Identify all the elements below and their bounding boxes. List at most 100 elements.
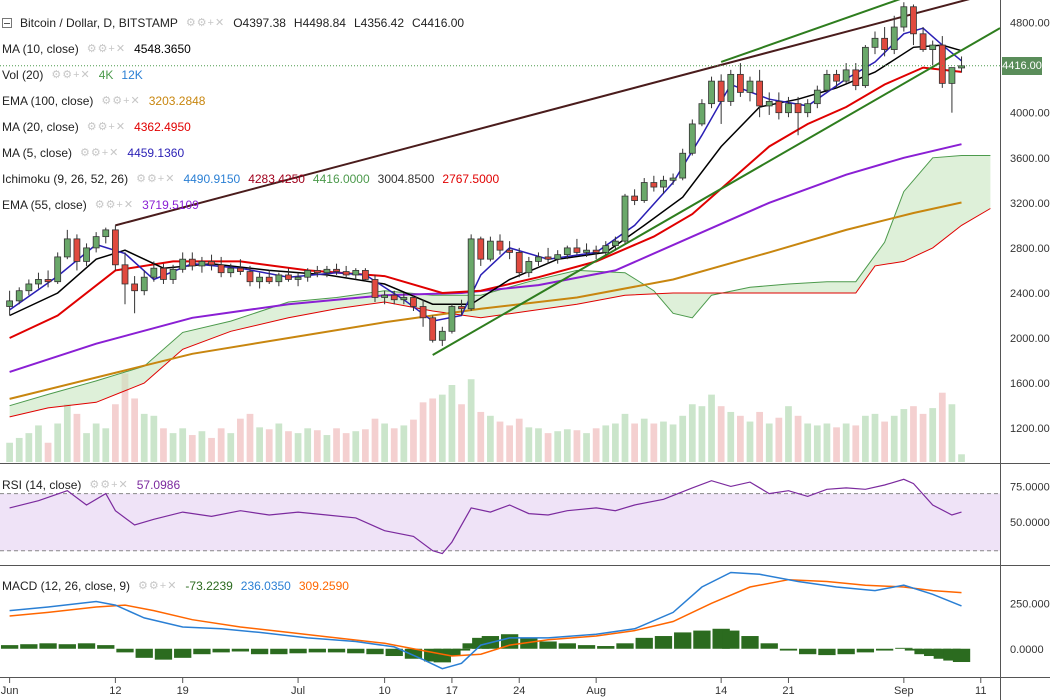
price-tick-label: 1200.00 xyxy=(1010,423,1050,435)
macd-histogram-bar xyxy=(760,643,778,649)
indicator-value: 3203.2848 xyxy=(148,94,206,108)
candle-body xyxy=(823,73,831,91)
candle-body xyxy=(698,103,706,125)
candle-body xyxy=(390,294,398,301)
indicator-controls-icon[interactable]: ⚙⚙+✕ xyxy=(94,199,135,211)
indicator-controls-icon[interactable]: ⚙⚙+✕ xyxy=(86,43,127,55)
volume-bar xyxy=(371,418,379,462)
candle-body xyxy=(63,238,71,258)
volume-bar xyxy=(131,398,138,462)
indicator-controls-icon[interactable]: ⚙⚙+✕ xyxy=(101,95,141,107)
open-value: O4397.38 xyxy=(233,16,286,30)
candle-body xyxy=(919,33,927,50)
candle-body xyxy=(227,267,235,274)
volume-bar xyxy=(544,433,552,462)
volume-bar xyxy=(121,373,129,462)
macd-histogram-bar xyxy=(654,636,673,649)
volume-bar xyxy=(179,428,187,462)
volume-bar xyxy=(140,413,148,462)
macd-histogram-bar xyxy=(327,648,346,653)
volume-bar xyxy=(881,421,888,462)
macd-histogram-bar xyxy=(856,648,875,653)
candle-body xyxy=(362,270,369,280)
rsi-controls-icon[interactable]: ⚙⚙+✕ xyxy=(89,479,129,491)
macd-histogram-bar xyxy=(366,648,384,655)
candle-body xyxy=(25,283,33,292)
macd-histogram-bar xyxy=(741,636,759,649)
candle-body xyxy=(554,254,562,260)
candle-body xyxy=(371,279,379,298)
candle-body xyxy=(410,297,417,307)
candle-body xyxy=(737,73,744,93)
macd-histogram-bar xyxy=(462,643,480,649)
volume-bar xyxy=(890,415,898,462)
volume-bar xyxy=(929,408,937,462)
candle-body xyxy=(44,279,52,283)
volume-bar xyxy=(669,424,677,462)
candle-body xyxy=(140,276,148,292)
volume-bar xyxy=(554,431,562,462)
candle-body xyxy=(785,103,792,114)
volume-bar xyxy=(477,411,485,462)
candle-body xyxy=(304,270,312,278)
indicator-value: 4283.4250 xyxy=(248,172,305,186)
volume-bar xyxy=(910,406,917,462)
ichimoku-span-b xyxy=(9,208,991,418)
indicator-legend: MA (10, close) ⚙⚙+✕ 4548.3650 xyxy=(2,42,199,56)
trendline-channel-bottom xyxy=(432,27,1001,356)
candle-body xyxy=(775,101,783,114)
candle-body xyxy=(496,240,504,251)
legend-controls-icon[interactable]: ⚙⚙+✕ xyxy=(185,17,226,29)
candle-body xyxy=(15,290,23,302)
macd-histogram-bar xyxy=(943,648,961,661)
macd-histogram-bar xyxy=(385,648,403,657)
macd-histogram-bar xyxy=(0,645,19,649)
indicator-legend: MA (20, close) ⚙⚙+✕ 4362.4950 xyxy=(2,120,199,134)
candle-body xyxy=(929,44,937,50)
macd-histogram-bar xyxy=(97,645,115,649)
indicator-legend: EMA (100, close) ⚙⚙+✕ 3203.2848 xyxy=(2,94,213,108)
candle-body xyxy=(890,26,898,50)
volume-bar xyxy=(313,430,321,462)
indicator-controls-icon[interactable]: ⚙⚙+✕ xyxy=(80,147,120,159)
candle-body xyxy=(160,267,167,280)
macd-value-hist: -73.2239 xyxy=(185,579,233,593)
indicator-controls-icon[interactable]: ⚙⚙+✕ xyxy=(136,173,176,185)
indicator-controls-icon[interactable]: ⚙⚙+✕ xyxy=(51,69,91,81)
indicator-label: Ichimoku (9, 26, 52, 26) xyxy=(2,172,129,186)
volume-bar xyxy=(746,421,754,462)
macd-histogram-bar xyxy=(472,637,490,649)
volume-bar xyxy=(112,404,119,462)
macd-histogram-bar xyxy=(558,643,576,649)
macd-histogram-bar xyxy=(818,648,836,656)
volume-bar xyxy=(813,425,821,462)
indicator-controls-icon[interactable]: ⚙⚙+✕ xyxy=(86,121,127,133)
macd-controls-icon[interactable]: ⚙⚙+✕ xyxy=(138,580,178,592)
volume-bar xyxy=(515,418,523,462)
candle-body xyxy=(813,89,821,105)
volume-bar xyxy=(852,425,860,462)
price-tick-label: 2400.00 xyxy=(1010,288,1050,300)
macd-histogram-bar xyxy=(443,648,461,657)
candle-body xyxy=(794,103,802,114)
rsi-label: RSI (14, close) xyxy=(2,478,82,492)
volume-bar xyxy=(496,421,504,462)
volume-bar xyxy=(323,435,331,462)
indicator-value: 4K xyxy=(98,68,114,82)
candle-body xyxy=(862,46,869,87)
volume-bar xyxy=(15,437,23,462)
candle-body xyxy=(650,182,658,188)
volume-bar xyxy=(563,429,571,462)
candle-body xyxy=(938,44,946,84)
indicator-label: Vol (20) xyxy=(2,68,44,82)
volume-bar xyxy=(25,433,33,462)
volume-bar xyxy=(73,413,81,462)
macd-histogram-bar xyxy=(39,643,57,649)
macd-histogram-bar xyxy=(231,648,250,652)
candle-body xyxy=(746,80,754,93)
macd-histogram-bar xyxy=(577,645,596,649)
collapse-icon[interactable] xyxy=(2,18,12,28)
time-tick-label: 24 xyxy=(513,685,525,697)
indicator-label: MA (5, close) xyxy=(2,146,73,160)
